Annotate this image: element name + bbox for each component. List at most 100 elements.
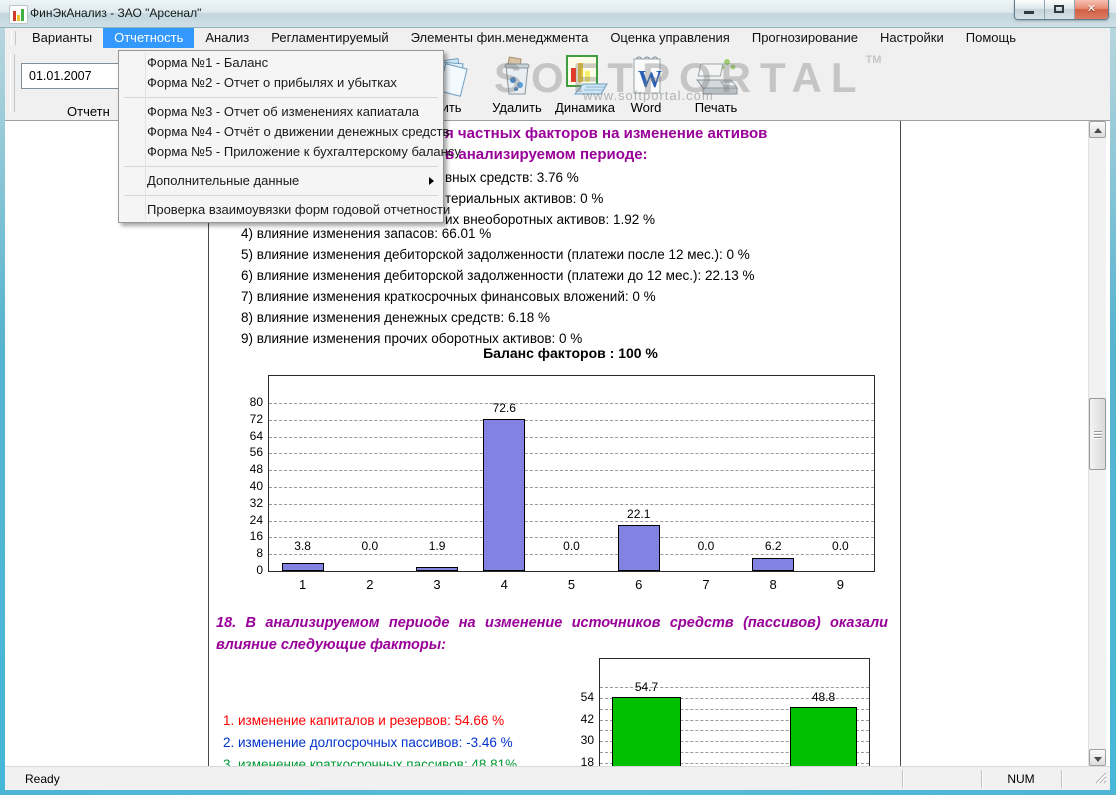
- menu-analiz[interactable]: Анализ: [205, 30, 250, 45]
- menu-separator: [124, 97, 438, 98]
- print-button[interactable]: Печать: [681, 54, 751, 118]
- num-lock-indicator: NUM: [1007, 772, 1035, 786]
- y-axis-tick-label: 30: [580, 733, 594, 747]
- bar: [617, 524, 660, 571]
- bar-value-label: 3.8: [294, 539, 311, 553]
- window-title: ФинЭкАнализ - ЗАО "Арсенал": [30, 6, 202, 20]
- status-separator: [902, 770, 904, 788]
- printer-icon: [691, 54, 741, 103]
- menu-otchetnost[interactable]: Отчетность: [103, 28, 195, 48]
- y-axis-tick-label: 40: [249, 479, 263, 493]
- report-date-input[interactable]: [21, 63, 124, 89]
- gridline: [269, 554, 874, 556]
- bar-value-label: 22.1: [627, 506, 651, 521]
- section18-heading-line1: 18. В анализируемом периоде на изменение…: [216, 615, 888, 631]
- close-button[interactable]: ✕: [1075, 0, 1108, 19]
- y-axis-tick-label: 48: [249, 462, 263, 477]
- menu-item-forma1[interactable]: Форма №1 - Баланс: [147, 55, 269, 70]
- status-bar: Ready NUM: [5, 766, 1110, 790]
- bar: [483, 418, 526, 571]
- x-axis-tick-label: 6: [635, 577, 643, 592]
- gridline: [269, 403, 874, 404]
- menu-elementy-fin-menedzhmenta[interactable]: Элементы фин.менеджмента: [410, 30, 589, 45]
- delete-button[interactable]: Удалить: [482, 54, 552, 118]
- vertical-scrollbar[interactable]: [1088, 121, 1106, 766]
- menu-nastrojki[interactable]: Настройки: [880, 30, 944, 45]
- scroll-down-icon: [1094, 757, 1102, 762]
- menu-prognozirovanie[interactable]: Прогнозирование: [751, 30, 859, 45]
- menu-bar: Варианты Отчетность Анализ Регламентируе…: [5, 28, 1110, 48]
- dynamics-button[interactable]: Динамика: [545, 54, 625, 118]
- resize-grip[interactable]: [1093, 770, 1107, 787]
- y-axis-tick-label: 32: [249, 495, 263, 510]
- menu-item-forma4[interactable]: Форма №4 - Отчёт о движении денежных сре…: [147, 124, 450, 139]
- otchetnost-dropdown-menu: Форма №1 - Баланс Форма №2 - Отчет о при…: [118, 50, 461, 223]
- report-view: я частных факторов на изменение активов …: [5, 121, 1110, 766]
- y-axis-tick-label: 54: [580, 690, 594, 704]
- bar-value-label: 48.8: [811, 690, 836, 705]
- maximize-icon: [1054, 5, 1064, 13]
- gridline: [600, 719, 869, 721]
- factor-line-partial-3: их внеоборотных активов: 1.92 %: [445, 212, 656, 227]
- menu-item-proverka-vzaimouvyazki[interactable]: Проверка взаимоувязки форм годовой отчет…: [147, 202, 451, 217]
- bar-value-label: 54.7: [634, 679, 659, 694]
- x-axis-tick-label: 8: [769, 577, 777, 592]
- gridline: [600, 687, 869, 689]
- gridline: [269, 537, 874, 539]
- bar: [416, 567, 459, 571]
- gridline: [600, 751, 869, 753]
- bar-value-label: 72.6: [492, 400, 516, 415]
- thumb-grip: [1094, 434, 1102, 436]
- factor-line-partial-2: териальных активов: 0 %: [445, 191, 604, 206]
- minimize-button[interactable]: [1015, 0, 1045, 19]
- y-axis-tick-label: 42: [580, 711, 594, 726]
- page-border-right: [900, 121, 901, 766]
- factor-line-7: 7) влияние изменения краткосрочных финан…: [241, 289, 656, 304]
- section18-heading-line2: влияние следующие факторы:: [216, 637, 446, 653]
- thumb-grip: [1094, 437, 1102, 439]
- menu-gutter: [145, 53, 146, 220]
- passive-factor-2: 2. изменение долгосрочных пассивов: -3.4…: [223, 735, 513, 750]
- x-axis-tick-label: 3: [433, 577, 441, 592]
- menu-item-forma5[interactable]: Форма №5 - Приложение к бухгалтерскому б…: [147, 144, 461, 159]
- gridline: [600, 698, 869, 699]
- passive-factor-3: 3. изменение краткосрочных пассивов: 48.…: [223, 757, 518, 766]
- bar: [281, 563, 324, 571]
- menu-separator: [124, 195, 438, 196]
- factor-line-6: 6) влияние изменения дебиторской задолже…: [241, 268, 755, 283]
- scroll-up-button[interactable]: [1089, 121, 1106, 138]
- menu-item-forma3[interactable]: Форма №3 - Отчет об изменениях капиатала: [147, 104, 420, 119]
- menu-ocenka-upravleniya[interactable]: Оценка управления: [610, 30, 730, 45]
- scroll-up-icon: [1094, 128, 1102, 133]
- minimize-icon: [1024, 11, 1034, 14]
- y-axis-tick-label: 18: [580, 754, 594, 767]
- passive-factor-1: 1. изменение капиталов и резервов: 54.66…: [223, 713, 505, 728]
- word-button[interactable]: W Word: [611, 54, 681, 118]
- menu-reglamentiruemyj[interactable]: Регламентируемый: [271, 30, 389, 45]
- factor-balance-chart: 0 8 16 24 32 40 48 56 64 72 80 3.8 1 0.0 2 1.9 3 72.6 4 0.0…: [250, 375, 875, 592]
- maximize-button[interactable]: [1045, 0, 1075, 19]
- toolbar-grip: [10, 54, 15, 112]
- y-axis-tick-label: 80: [249, 395, 263, 409]
- bar-value-label: 0.0: [361, 539, 379, 553]
- title-bar[interactable]: ФинЭкАнализ - ЗАО "Арсенал" ✕: [0, 0, 1116, 28]
- window-controls: ✕: [1014, 0, 1109, 20]
- x-axis-tick-label: 4: [500, 577, 508, 592]
- submenu-arrow-icon: [429, 177, 434, 185]
- svg-text:W: W: [638, 67, 662, 93]
- scrollbar-thumb[interactable]: [1089, 398, 1106, 470]
- menu-item-dopolnitelnye-dannye[interactable]: Дополнительные данные: [119, 171, 443, 191]
- app-chart-icon: [9, 5, 28, 24]
- report-date-label: Отчетн: [67, 104, 110, 119]
- menu-pomosch[interactable]: Помощь: [965, 30, 1016, 45]
- chart-title: Баланс факторов : 100 %: [483, 345, 658, 361]
- gridline: [269, 503, 874, 505]
- scroll-down-button[interactable]: [1089, 749, 1106, 766]
- trash-icon: [495, 54, 539, 103]
- factor-line-5: 5) влияние изменения дебиторской задолже…: [241, 247, 750, 262]
- menu-varianty[interactable]: Варианты: [32, 30, 93, 45]
- y-axis-tick-label: 72: [249, 411, 263, 426]
- menu-item-forma2[interactable]: Форма №2 - Отчет о прибылях и убытках: [147, 75, 397, 90]
- x-axis-tick-label: 9: [836, 577, 844, 592]
- softportal-watermark-url: www.softportal.com: [583, 88, 714, 103]
